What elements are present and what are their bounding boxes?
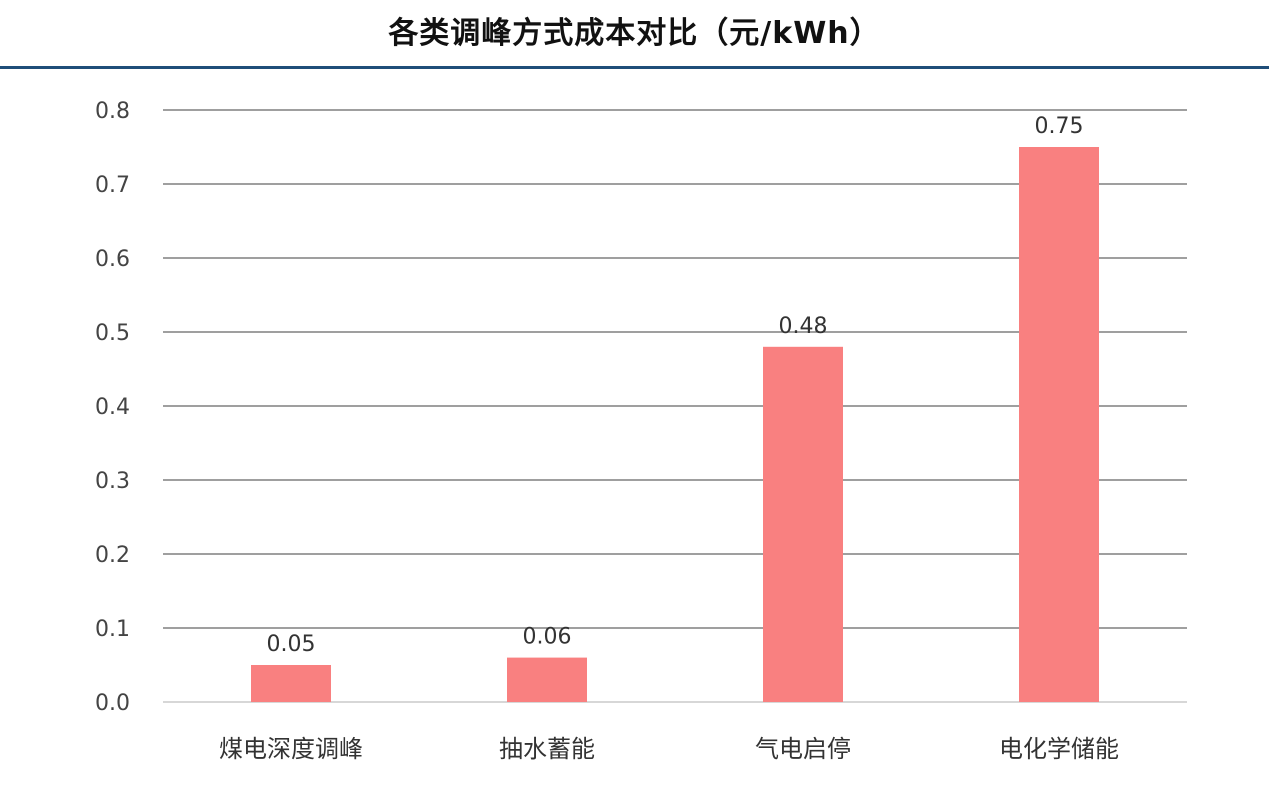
y-tick-label: 0.2 [95, 543, 130, 568]
y-tick-label: 0.1 [95, 617, 130, 642]
x-category-label: 电化学储能 [999, 735, 1119, 763]
y-tick-label: 0.3 [95, 469, 130, 494]
y-tick-label: 0.8 [95, 99, 130, 124]
bar [1019, 147, 1099, 702]
y-tick-label: 0.4 [95, 395, 130, 420]
y-tick-label: 0.5 [95, 321, 130, 346]
bar [251, 665, 331, 702]
bars [251, 147, 1099, 702]
data-labels: 0.05 0.06 0.48 0.75 [267, 114, 1084, 657]
bar [763, 346, 843, 702]
y-tick-label: 0.7 [95, 173, 130, 198]
x-category-label: 气电启停 [755, 735, 851, 763]
x-axis-categories: 煤电深度调峰 抽水蓄能 气电启停 电化学储能 [219, 735, 1119, 763]
x-category-label: 煤电深度调峰 [219, 735, 363, 763]
data-label: 0.05 [267, 632, 316, 657]
y-tick-label: 0.6 [95, 247, 130, 272]
data-label: 0.48 [779, 314, 828, 339]
title-divider [0, 66, 1269, 69]
x-category-label: 抽水蓄能 [499, 735, 595, 763]
data-label: 0.06 [523, 625, 572, 650]
y-axis-ticks: 0.0 0.1 0.2 0.3 0.4 0.5 0.6 0.7 0.8 [95, 99, 130, 716]
data-label: 0.75 [1035, 114, 1084, 139]
chart-title: 各类调峰方式成本对比（元/kWh） [388, 16, 881, 51]
y-tick-label: 0.0 [95, 691, 130, 716]
bar [507, 657, 587, 702]
gridlines [163, 109, 1187, 703]
